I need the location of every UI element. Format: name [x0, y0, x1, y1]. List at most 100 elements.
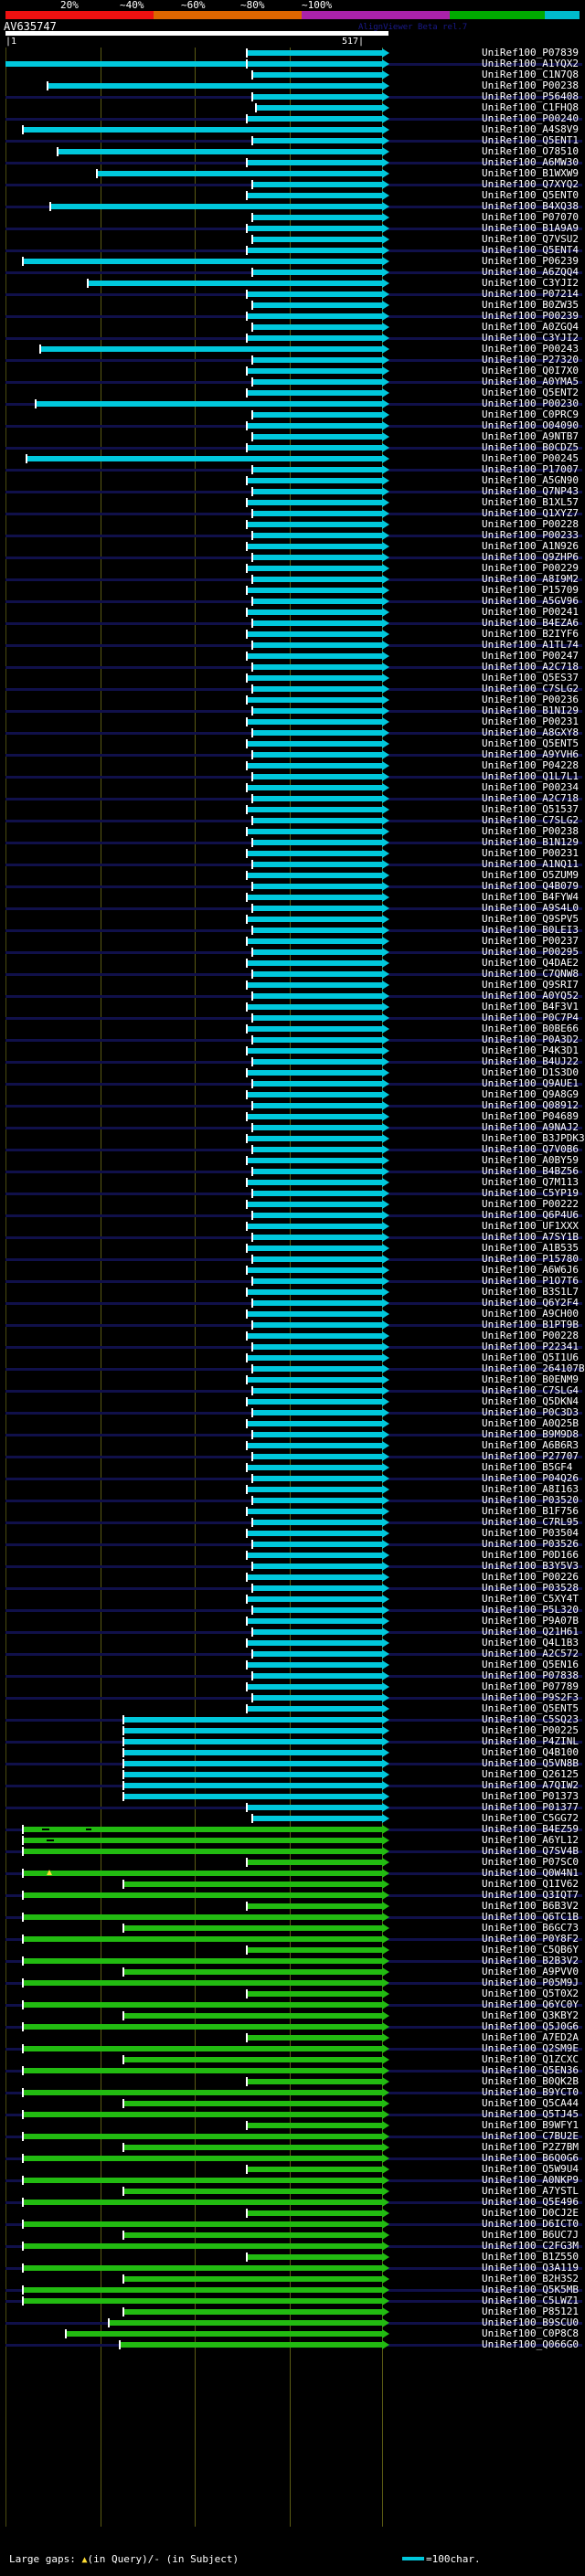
hsp-bar[interactable] — [245, 1618, 382, 1624]
hsp-bar[interactable] — [245, 829, 382, 834]
hsp-bar[interactable] — [250, 1476, 382, 1481]
hsp-bar[interactable] — [21, 2090, 382, 2095]
table-row[interactable]: UniRef100_P5L320 — [0, 1604, 585, 1616]
hsp-bar[interactable] — [245, 1289, 382, 1295]
hsp-bar[interactable] — [250, 1322, 382, 1328]
hsp-bar[interactable] — [250, 1213, 382, 1218]
hsp-bar[interactable] — [122, 1728, 382, 1733]
hsp-bar[interactable] — [250, 1059, 382, 1065]
subject-accession-label[interactable]: UniRef100_Q5ENT4 — [482, 244, 579, 256]
table-row[interactable]: UniRef100_B0BE66 — [0, 1023, 585, 1034]
hsp-bar[interactable] — [21, 1871, 382, 1876]
subject-accession-label[interactable]: UniRef100_Q5J0G6 — [482, 2020, 579, 2032]
subject-accession-label[interactable]: UniRef100_B0CDZ5 — [482, 441, 579, 453]
subject-accession-label[interactable]: UniRef100_C3YJI2 — [482, 332, 579, 344]
table-row[interactable]: UniRef100_P9A07B — [0, 1615, 585, 1627]
subject-accession-label[interactable]: UniRef100_B1F756 — [482, 1505, 579, 1517]
subject-accession-label[interactable]: UniRef100_Q4B079 — [482, 880, 579, 892]
hsp-bar[interactable] — [245, 1026, 382, 1032]
subject-accession-label[interactable]: UniRef100_Q6Y2F4 — [482, 1297, 579, 1309]
subject-accession-label[interactable]: UniRef100_A9PVV0 — [482, 1966, 579, 1977]
subject-accession-label[interactable]: UniRef100_B4F3V1 — [482, 1001, 579, 1012]
hsp-bar[interactable] — [245, 50, 382, 56]
subject-accession-label[interactable]: UniRef100_A0NKP9 — [482, 2174, 579, 2186]
hsp-bar[interactable] — [250, 1366, 382, 1372]
subject-accession-label[interactable]: UniRef100_Q7M113 — [482, 1176, 579, 1188]
hsp-bar[interactable] — [245, 2254, 382, 2260]
table-row[interactable]: UniRef100_Q5ENT0 — [0, 189, 585, 201]
table-row[interactable]: UniRef100_B9M9D8 — [0, 1428, 585, 1440]
hsp-bar[interactable] — [245, 2123, 382, 2128]
hsp-bar[interactable] — [245, 1355, 382, 1361]
subject-accession-label[interactable]: UniRef100_P01373 — [482, 1790, 579, 1802]
table-row[interactable]: UniRef100_P03520 — [0, 1494, 585, 1506]
table-row[interactable]: UniRef100_A7YSTL — [0, 2185, 585, 2197]
hsp-bar[interactable] — [122, 2145, 382, 2150]
table-row[interactable]: UniRef100_A8I163 — [0, 1483, 585, 1495]
table-row[interactable]: UniRef100_P15780 — [0, 1253, 585, 1265]
subject-accession-label[interactable]: UniRef100_B1WXW9 — [482, 167, 579, 179]
table-row[interactable]: UniRef100_C5LWZ1 — [0, 2295, 585, 2306]
subject-accession-label[interactable]: UniRef100_P05M9J — [482, 1977, 579, 1988]
subject-accession-label[interactable]: UniRef100_Q08912 — [482, 1099, 579, 1111]
table-row[interactable]: UniRef100_Q6Y2F4 — [0, 1297, 585, 1309]
hsp-bar[interactable] — [250, 1695, 382, 1701]
table-row[interactable]: UniRef100_Q5I1U6 — [0, 1352, 585, 1363]
hsp-bar[interactable] — [245, 335, 382, 341]
table-row[interactable]: UniRef100_A6W6J6 — [0, 1264, 585, 1276]
hsp-bar[interactable] — [250, 599, 382, 604]
table-row[interactable]: UniRef100_C7QNW8 — [0, 968, 585, 980]
subject-accession-label[interactable]: UniRef100_B1N129 — [482, 836, 579, 848]
hsp-bar[interactable] — [245, 1662, 382, 1668]
subject-accession-label[interactable]: UniRef100_P9A07B — [482, 1615, 579, 1627]
subject-accession-label[interactable]: UniRef100_Q5EN16 — [482, 1659, 579, 1670]
subject-accession-label[interactable]: UniRef100_P5L320 — [482, 1604, 579, 1616]
subject-accession-label[interactable]: UniRef100_Q6TC1B — [482, 1911, 579, 1923]
subject-accession-label[interactable]: UniRef100_A1NQ11 — [482, 858, 579, 870]
table-row[interactable]: UniRef100_P00245 — [0, 452, 585, 464]
table-row[interactable]: UniRef100_A9PVV0 — [0, 1966, 585, 1977]
table-row[interactable]: UniRef100_B4BZ56 — [0, 1165, 585, 1177]
hsp-bar[interactable] — [250, 818, 382, 823]
table-row[interactable]: UniRef100_P00234 — [0, 781, 585, 793]
subject-accession-label[interactable]: UniRef100_P07SC0 — [482, 1856, 579, 1868]
subject-accession-label[interactable]: UniRef100_Q2SM9E — [482, 2042, 579, 2054]
hsp-bar[interactable] — [122, 1882, 382, 1887]
subject-accession-label[interactable]: UniRef100_P27320 — [482, 354, 579, 366]
hsp-bar[interactable] — [245, 851, 382, 856]
table-row[interactable]: UniRef100_P00228 — [0, 518, 585, 530]
hsp-bar[interactable] — [245, 1004, 382, 1010]
subject-accession-label[interactable]: UniRef100_Q7SV4B — [482, 1845, 579, 1857]
hsp-bar[interactable] — [122, 1969, 382, 1975]
subject-accession-label[interactable]: UniRef100_Q5ENT5 — [482, 737, 579, 749]
subject-accession-label[interactable]: UniRef100_B9YCT0 — [482, 2086, 579, 2098]
subject-accession-label[interactable]: UniRef100_P06239 — [482, 255, 579, 267]
subject-accession-label[interactable]: UniRef100_A6B6R3 — [482, 1439, 579, 1451]
table-row[interactable]: UniRef100_Q5EN36 — [0, 2064, 585, 2076]
hsp-bar[interactable] — [245, 313, 382, 319]
table-row[interactable]: UniRef100_P00238 — [0, 80, 585, 91]
subject-accession-label[interactable]: UniRef100_B5GF4 — [482, 1461, 573, 1473]
hsp-bar[interactable] — [46, 83, 382, 89]
hsp-bar[interactable] — [250, 1454, 382, 1459]
table-row[interactable]: UniRef100_B0ENM9 — [0, 1373, 585, 1385]
hsp-bar[interactable] — [250, 467, 382, 472]
table-row[interactable]: UniRef100_B4UJ22 — [0, 1055, 585, 1067]
subject-accession-label[interactable]: UniRef100_B2B3V2 — [482, 1955, 579, 1966]
hsp-bar[interactable] — [250, 324, 382, 330]
subject-accession-label[interactable]: UniRef100_A6ZQQ4 — [482, 266, 579, 278]
hsp-bar[interactable] — [250, 215, 382, 220]
hsp-bar[interactable] — [122, 2309, 382, 2315]
subject-accession-label[interactable]: UniRef100_A7QIW2 — [482, 1779, 579, 1791]
table-row[interactable]: UniRef100_B3Y5V3 — [0, 1560, 585, 1572]
subject-accession-label[interactable]: UniRef100_B0ZW35 — [482, 299, 579, 311]
hsp-bar[interactable] — [245, 1640, 382, 1646]
hsp-bar[interactable] — [21, 2287, 382, 2293]
subject-accession-label[interactable]: UniRef100_A2C572 — [482, 1648, 579, 1659]
table-row[interactable]: UniRef100_A8GXY8 — [0, 726, 585, 738]
hsp-bar[interactable] — [245, 917, 382, 922]
hsp-bar[interactable] — [250, 1037, 382, 1043]
subject-accession-label[interactable]: UniRef100_P07070 — [482, 211, 579, 223]
alignment-plot[interactable]: UniRef100_P07839 UniRef100_A1YQX2 UniRef10… — [0, 47, 585, 2527]
table-row[interactable]: UniRef100_A0YMA5 — [0, 376, 585, 387]
